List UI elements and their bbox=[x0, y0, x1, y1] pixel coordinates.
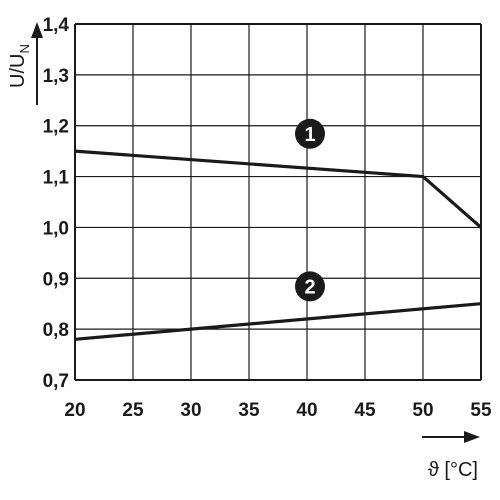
y-tick-label: 0,9 bbox=[43, 269, 69, 290]
series bbox=[74, 149, 483, 341]
x-tick-label: 25 bbox=[122, 400, 144, 421]
y-tick-label: 0,7 bbox=[43, 371, 69, 392]
x-tick-label: 45 bbox=[354, 400, 376, 421]
x-tick-label: 55 bbox=[470, 400, 492, 421]
y-tick-labels: 0,7 0,8 0,9 1,0 1,1 1,2 1,3 1,4 bbox=[43, 15, 70, 392]
x-axis-title: ϑ [°C] bbox=[428, 459, 478, 481]
x-tick-labels: 20 25 30 35 40 45 50 55 bbox=[64, 400, 492, 421]
x-axis-arrow bbox=[422, 431, 480, 443]
series-badge bbox=[295, 118, 325, 149]
series-line-2 bbox=[74, 302, 482, 341]
y-tick-label: 1,3 bbox=[43, 66, 69, 87]
y-tick-label: 0,8 bbox=[43, 320, 69, 341]
y-axis-title: U/UN bbox=[7, 44, 32, 88]
x-tick-label: 50 bbox=[412, 400, 433, 421]
y-tick-label: 1,1 bbox=[43, 168, 70, 189]
y-tick-label: 1,4 bbox=[43, 15, 70, 36]
y-tick-label: 1,0 bbox=[43, 218, 69, 239]
series-badge bbox=[295, 271, 325, 302]
grid bbox=[74, 23, 482, 381]
series-badge-label: 1 bbox=[304, 124, 315, 146]
series-badge-label: 2 bbox=[304, 276, 315, 298]
series-line-1 bbox=[74, 149, 483, 229]
x-tick-label: 40 bbox=[296, 400, 317, 421]
y-axis-arrow bbox=[31, 22, 43, 105]
annotations: 12 bbox=[295, 118, 325, 302]
x-tick-label: 35 bbox=[238, 400, 260, 421]
y-tick-label: 1,2 bbox=[43, 117, 69, 138]
x-tick-label: 20 bbox=[64, 400, 85, 421]
x-tick-label: 30 bbox=[180, 400, 201, 421]
